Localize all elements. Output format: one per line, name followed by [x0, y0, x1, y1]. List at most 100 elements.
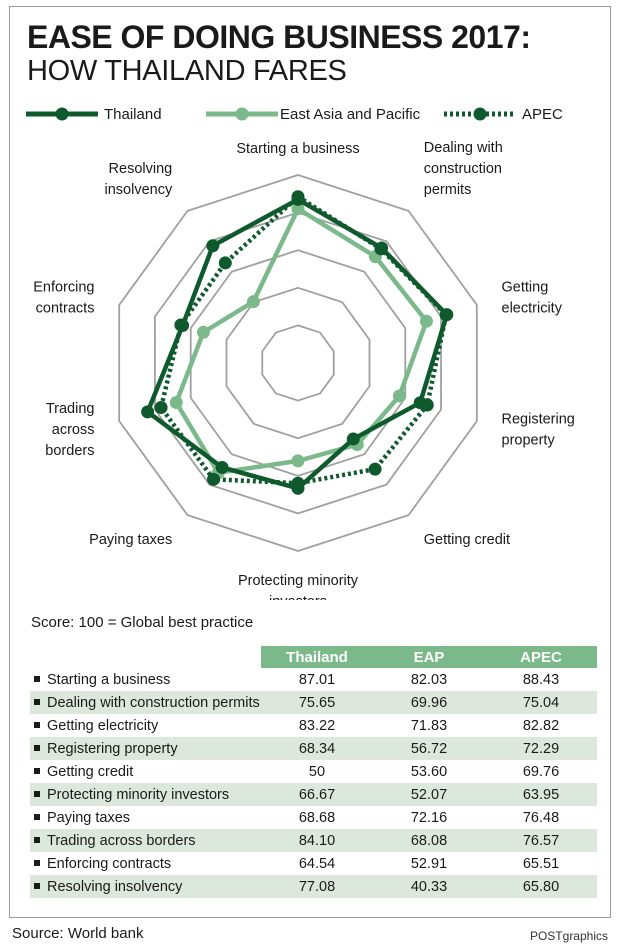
cell-apec: 76.57 — [485, 829, 597, 852]
axis-label-line: Getting — [502, 279, 549, 295]
series-point-thailand — [440, 308, 454, 322]
table-header-row: Thailand EAP APEC — [30, 646, 597, 668]
table-row: Getting credit 50 53.60 69.76 — [30, 760, 597, 783]
series-point-east-asia-and-pacific — [419, 314, 433, 328]
series-point-thailand — [291, 192, 305, 206]
table-header-blank — [30, 646, 261, 668]
cell-eap: 56.72 — [373, 737, 485, 760]
axis-label-line: property — [502, 433, 556, 449]
axis-label-line: Starting a business — [236, 141, 359, 157]
axis-label: Resolving insolvency — [105, 161, 173, 198]
row-label: Getting credit — [30, 760, 261, 783]
table-row: Trading across borders 84.10 68.08 76.57 — [30, 829, 597, 852]
cell-thailand: 66.67 — [261, 783, 373, 806]
cell-thailand: 68.68 — [298, 809, 336, 826]
row-label: Dealing with construction permits — [30, 691, 261, 714]
axis-label: Dealing with construction permits — [424, 140, 503, 198]
cell-eap: 52.07 — [373, 783, 485, 806]
series-point-apec — [154, 400, 168, 414]
table-body: Starting a business 87.01 82.03 88.43 Dealin… — [30, 668, 597, 898]
axis-label-line: investors — [269, 594, 327, 600]
series-point-east-asia-and-pacific — [291, 202, 305, 216]
row-label: Registering property — [30, 737, 261, 760]
score-note: Score: 100 = Global best practice — [31, 614, 254, 631]
axis-label: Protecting minority investors — [238, 573, 359, 600]
cell-apec: 75.04 — [485, 691, 597, 714]
series-point-apec — [218, 256, 232, 270]
axis-label-line: contracts — [36, 300, 95, 316]
cell-apec: 65.80 — [485, 875, 597, 898]
axis-label-line: insolvency — [105, 182, 173, 198]
axis-label-line: Resolving — [109, 161, 173, 177]
cell-eap: 69.96 — [373, 691, 485, 714]
axis-label: Starting a business — [236, 141, 359, 157]
table-row: Protecting minority investors 66.67 52.07 6… — [30, 783, 597, 806]
axis-label-line: Paying taxes — [89, 532, 172, 548]
table-row: Getting electricity 83.22 71.83 82.82 — [30, 714, 597, 737]
row-label-text: Starting a business — [47, 671, 171, 688]
cell-apec: 76.48 — [522, 809, 560, 826]
axis-label-line: permits — [424, 182, 472, 198]
cell-thailand: 84.10 — [261, 829, 373, 852]
row-label-text: Protecting minority investors — [47, 786, 230, 803]
axis-label: Paying taxes — [89, 532, 172, 548]
cell-thailand: 77.08 — [261, 875, 373, 898]
series-point-thailand — [215, 460, 229, 474]
grid-ring — [261, 324, 335, 402]
legend-label-eap: East Asia and Pacific — [280, 106, 421, 123]
bullet-icon — [34, 790, 40, 797]
table-header-eap: EAP — [373, 646, 485, 668]
cell-thailand: 87.01 — [298, 671, 336, 688]
series-line-apec — [158, 194, 449, 486]
series-point-thailand — [291, 481, 305, 495]
cell-apec: 63.95 — [485, 783, 597, 806]
bullet-icon — [34, 744, 40, 751]
row-label-text: Enforcing contracts — [47, 855, 172, 872]
title-line-2: HOW THAILAND FARES — [27, 55, 347, 87]
bullet-icon — [34, 675, 40, 682]
grid-ring — [154, 211, 442, 515]
cell-thailand: 64.54 — [298, 855, 336, 872]
cell-eap: 71.83 — [410, 717, 448, 734]
cell-apec: 82.82 — [522, 717, 560, 734]
legend-label-thailand: Thailand — [104, 106, 162, 123]
bullet-icon — [34, 813, 40, 820]
axis-label: Getting electricity — [502, 279, 563, 316]
cell-eap: 82.03 — [410, 671, 448, 688]
row-label: Resolving insolvency — [30, 875, 261, 898]
table-header-apec: APEC — [485, 646, 597, 668]
legend-swatch-apec — [444, 107, 516, 121]
series-point-thailand — [413, 396, 427, 410]
title-line-1: EASE OF DOING BUSINESS 2017: — [27, 19, 531, 55]
axis-label-line: Getting credit — [424, 532, 510, 548]
table-row: Starting a business 87.01 82.03 88.43 — [30, 668, 597, 691]
axis-label: Getting credit — [424, 532, 510, 548]
row-label-text: Registering property — [47, 740, 178, 757]
series-point-thailand — [176, 319, 190, 333]
axis-label-line: borders — [45, 443, 94, 459]
table-header-thailand: Thailand — [261, 646, 373, 668]
legend-swatch-eap — [206, 107, 278, 121]
axis-label-line: across — [52, 422, 95, 438]
table-row: Resolving insolvency 77.08 40.33 65.80 — [30, 875, 597, 898]
cell-eap: 52.91 — [410, 855, 448, 872]
row-label-text: Getting credit — [47, 763, 134, 780]
series-point-thailand — [141, 405, 155, 419]
graphic-frame — [9, 6, 611, 918]
row-label: Protecting minority investors — [30, 783, 261, 806]
series-point-east-asia-and-pacific — [291, 454, 305, 468]
grid-ring — [189, 249, 407, 477]
axis-label-line: Trading — [46, 401, 95, 417]
radar-chart: Starting a business Dealing with construct… — [33, 140, 575, 600]
axis-label-line: Enforcing — [33, 279, 94, 295]
row-label: Enforcing contracts — [30, 852, 261, 875]
table-row: Enforcing contracts 64.54 52.91 65.51 — [30, 852, 597, 875]
legend-swatch-thailand — [26, 107, 98, 121]
row-label: Paying taxes — [30, 806, 261, 829]
legend: Thailand East Asia and Pacific APEC — [0, 100, 620, 130]
cell-apec: 72.29 — [485, 737, 597, 760]
row-label: Getting electricity — [30, 714, 261, 737]
row-label-text: Dealing with construction permits — [47, 694, 260, 711]
cell-eap: 68.08 — [373, 829, 485, 852]
series-point-thailand — [206, 239, 220, 253]
